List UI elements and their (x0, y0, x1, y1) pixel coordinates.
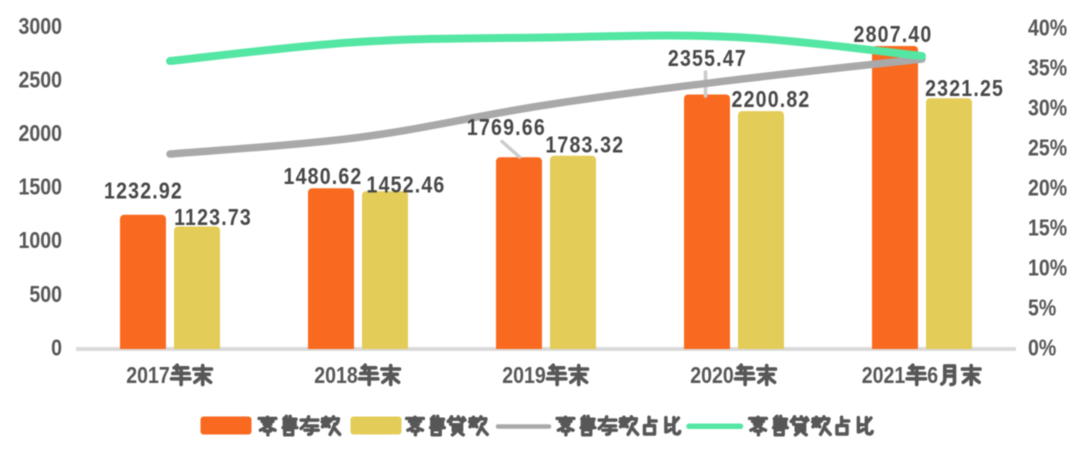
svg-text:2000: 2000 (19, 121, 62, 147)
svg-text:3000: 3000 (19, 13, 62, 39)
svg-text:1452.46: 1452.46 (367, 172, 446, 198)
svg-text:15%: 15% (1028, 215, 1067, 241)
svg-text:500: 500 (29, 281, 62, 307)
svg-text:1783.32: 1783.32 (545, 132, 624, 158)
svg-text:5%: 5% (1028, 295, 1056, 321)
svg-text:2321.25: 2321.25 (925, 75, 1004, 101)
svg-text:2200.82: 2200.82 (732, 86, 811, 112)
svg-text:1500: 1500 (19, 174, 62, 200)
svg-text:2355.47: 2355.47 (668, 45, 747, 71)
svg-text:40%: 40% (1028, 15, 1067, 41)
svg-text:2021: 2021 (862, 363, 906, 389)
svg-text:35%: 35% (1028, 55, 1067, 81)
svg-text:2500: 2500 (19, 67, 62, 93)
svg-text:2017: 2017 (126, 363, 169, 389)
svg-text:1480.62: 1480.62 (284, 164, 363, 190)
svg-text:0%: 0% (1028, 335, 1056, 361)
svg-text:0: 0 (51, 335, 62, 361)
svg-text:25%: 25% (1028, 135, 1067, 161)
svg-text:20%: 20% (1028, 175, 1067, 201)
svg-text:2018: 2018 (314, 363, 358, 389)
svg-text:30%: 30% (1028, 95, 1067, 121)
svg-text:6: 6 (927, 363, 938, 389)
svg-text:2019: 2019 (502, 363, 546, 389)
svg-text:10%: 10% (1028, 255, 1067, 281)
svg-text:1000: 1000 (19, 228, 62, 254)
svg-text:2020: 2020 (690, 363, 733, 389)
svg-text:1769.66: 1769.66 (467, 114, 546, 140)
svg-text:2807.40: 2807.40 (854, 22, 933, 48)
svg-text:1123.73: 1123.73 (174, 204, 252, 230)
svg-text:1232.92: 1232.92 (104, 178, 183, 204)
